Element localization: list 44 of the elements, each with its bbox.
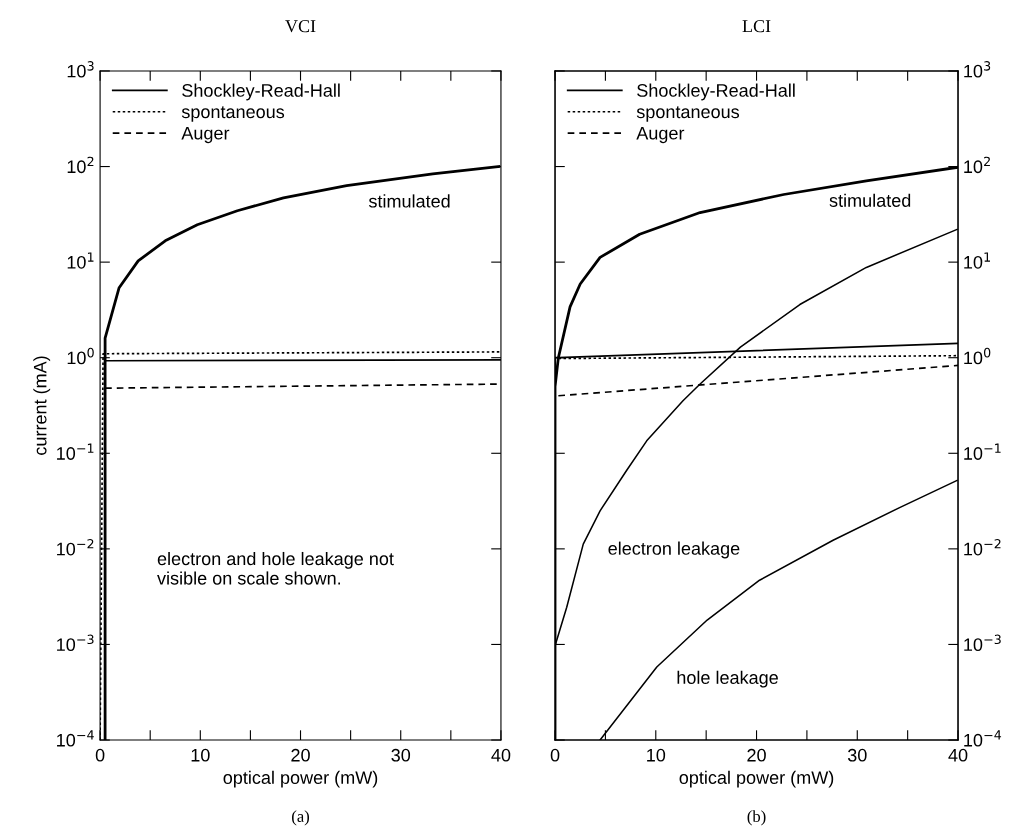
y-axis-title: current (mA)	[33, 356, 51, 455]
y2-tick-label: 10$^{−2}$	[964, 538, 1001, 556]
x-tick-label: 40	[948, 748, 968, 762]
y-tick-label: 10$^{2}$	[67, 156, 94, 174]
annotation: stimulated	[829, 193, 911, 207]
chart-title: LCI	[742, 20, 771, 33]
y-tick-label: 10$^{−3}$	[57, 634, 94, 652]
annotation: electron leakage	[608, 541, 740, 559]
legend-label: Shockley-Read-Hall	[637, 83, 795, 101]
annotation: stimulated	[368, 194, 450, 208]
text: (b)	[747, 810, 766, 826]
x-tick-label: 20	[747, 748, 766, 762]
x-tick-label: 10	[647, 748, 666, 762]
y2-tick-label: 10$^{−4}$	[964, 730, 1002, 747]
x-axis-title: optical power (mW)	[679, 770, 834, 788]
legend-label: Auger	[181, 126, 230, 144]
x-tick-label: 30	[391, 748, 411, 762]
y-tick-label: 10$^{1}$	[67, 252, 94, 269]
legend-label: Shockley-Read-Hall	[182, 83, 340, 101]
y-tick-label: 10$^{−2}$	[57, 538, 94, 556]
x-axis-title: optical power (mW)	[223, 770, 378, 788]
y2-tick-label: 10$^{0}$	[964, 347, 991, 365]
chart-title: VCI	[285, 20, 316, 33]
x-tick-label: 0	[95, 748, 105, 762]
y-tick-label: 10$^{−4}$	[57, 730, 94, 747]
annotation: hole leakage	[677, 670, 778, 688]
y2-tick-label: 10$^{3}$	[964, 61, 991, 78]
x-tick-label: 40	[491, 748, 511, 762]
y2-tick-label: 10$^{−3}$	[964, 634, 1001, 652]
y-tick-label: 10$^{−1}$	[57, 443, 94, 460]
legend-label: Auger	[636, 126, 685, 144]
y2-tick-label: 10$^{−1}$	[964, 443, 1001, 460]
legend-label: spontaneous	[636, 106, 740, 122]
y-tick-label: 10$^{0}$	[67, 347, 94, 365]
x-tick-label: 0	[550, 748, 560, 762]
y2-tick-label: 10$^{2}$	[964, 156, 990, 174]
text: (a)	[292, 810, 310, 826]
annotation: electron and hole leakage not visible on scale shown.	[157, 551, 394, 585]
y2-tick-label: 10$^{1}$	[964, 252, 991, 269]
x-tick-label: 30	[847, 748, 867, 762]
x-tick-label: 10	[191, 748, 210, 762]
x-tick-label: 20	[291, 748, 310, 762]
y-tick-label: 10$^{3}$	[67, 61, 94, 78]
legend-label: spontaneous	[181, 106, 285, 122]
